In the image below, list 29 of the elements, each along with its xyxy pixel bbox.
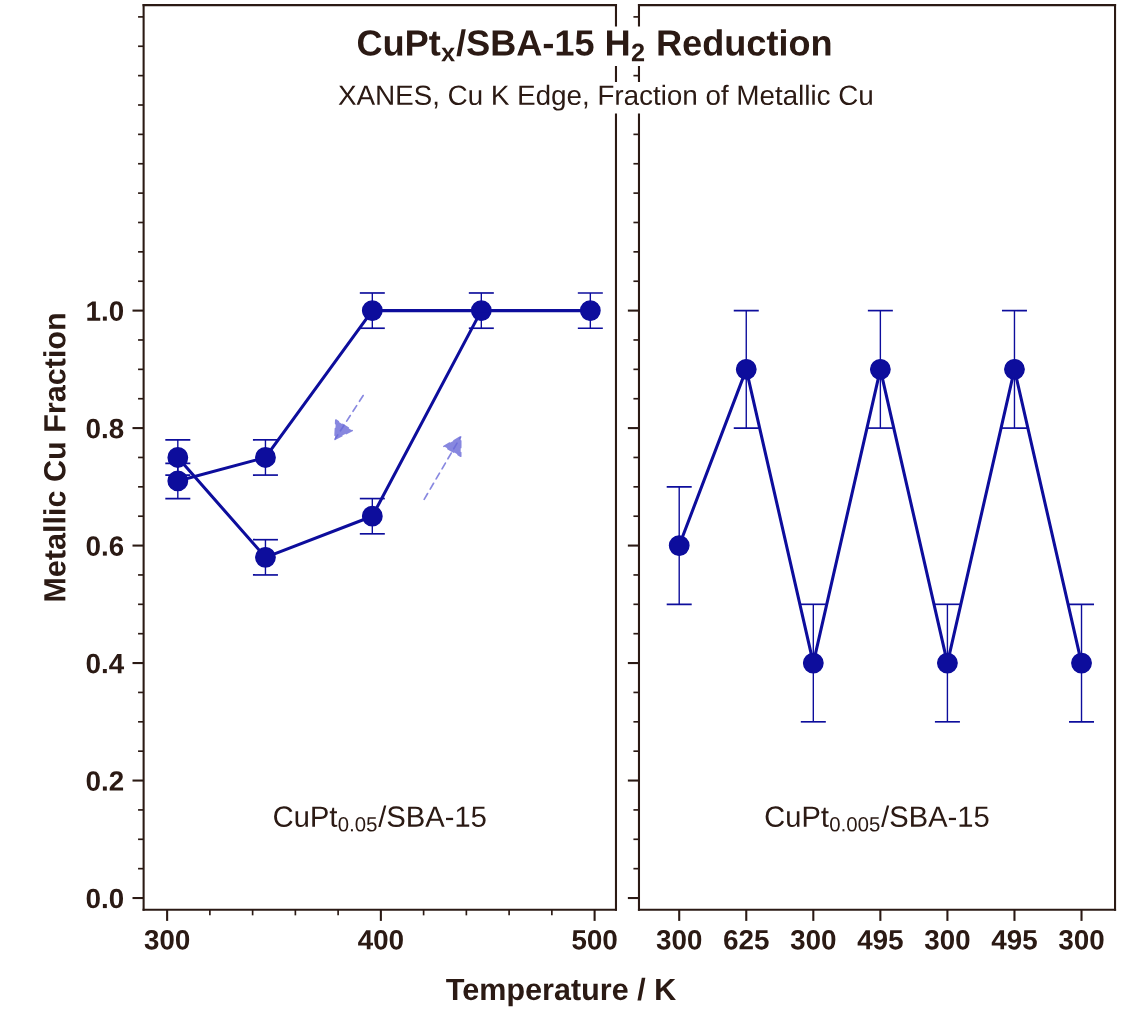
x-tick-label: 625 bbox=[724, 929, 769, 950]
y-tick-label: 0.6 bbox=[86, 536, 124, 556]
x-tick-label: 495 bbox=[991, 929, 1037, 950]
point bbox=[167, 470, 189, 492]
point bbox=[255, 546, 276, 568]
point bbox=[255, 447, 276, 468]
text: XANES, Cu K Edge, Fraction of Metallic Cu bbox=[338, 84, 872, 111]
text: CuPt$_{x}$/SBA-15 H$_{2}$ Reduction bbox=[357, 29, 831, 62]
x-tick-label: 500 bbox=[572, 929, 617, 950]
y-tick-label: 0.8 bbox=[86, 418, 124, 439]
x-tick-label: 495 bbox=[857, 929, 903, 950]
annotation: CuPt$_{0.05}$/SBA-15 bbox=[274, 805, 486, 832]
point bbox=[579, 300, 601, 322]
point bbox=[167, 447, 189, 468]
point bbox=[361, 300, 383, 322]
point bbox=[361, 505, 383, 527]
x-tick-label: 300 bbox=[144, 929, 190, 950]
y-tick-label: 0.2 bbox=[86, 771, 124, 791]
x-tick-label: 300 bbox=[1058, 929, 1104, 950]
x-axis-title: Temperature / K bbox=[446, 977, 676, 1007]
y-tick-label: 1.0 bbox=[87, 301, 124, 321]
annotation: CuPt$_{0.005}$/SBA-15 bbox=[765, 805, 989, 832]
x-tick-label: 300 bbox=[656, 929, 702, 950]
x-tick-label: 300 bbox=[924, 929, 970, 950]
y-tick-label: 0.0 bbox=[86, 888, 124, 909]
x-tick-label: 400 bbox=[358, 929, 403, 950]
y-tick-label: 0.4 bbox=[86, 653, 125, 674]
y-axis-title: Metallic Cu Fraction bbox=[43, 314, 66, 601]
x-tick-label: 300 bbox=[790, 929, 836, 950]
